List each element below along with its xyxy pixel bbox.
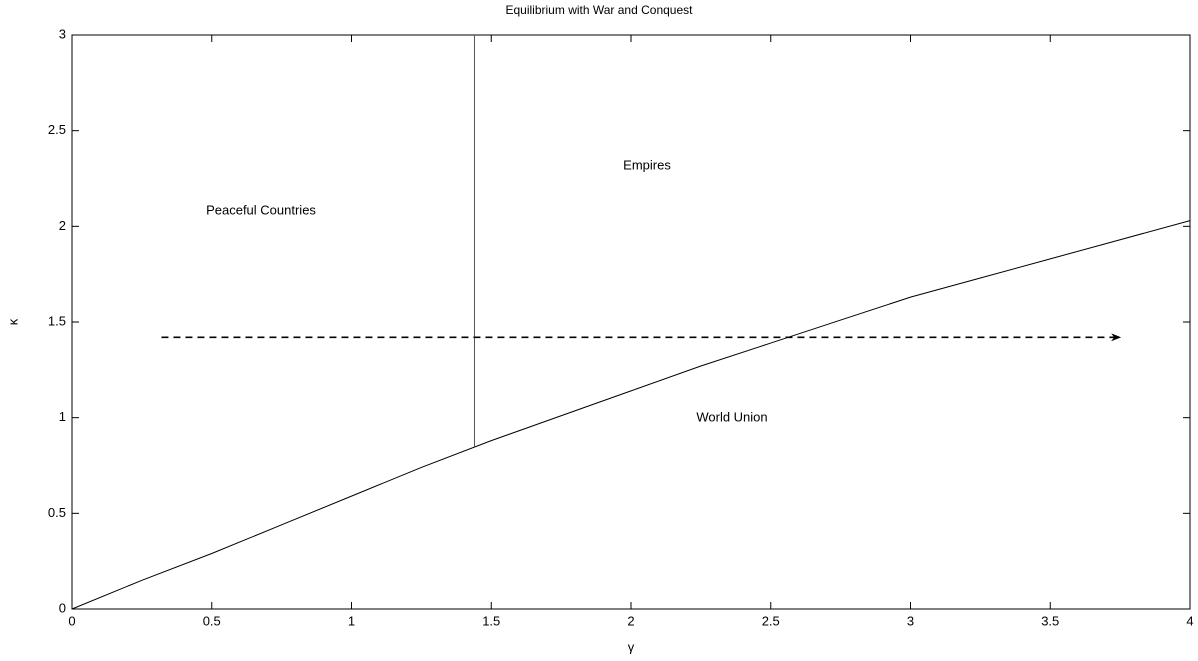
x-axis-label: γ [628, 639, 635, 654]
x-tick-label: 0 [68, 613, 75, 628]
y-tick-label: 0 [59, 600, 66, 615]
y-tick-label: 0.5 [48, 505, 66, 520]
x-tick-label: 1 [348, 613, 355, 628]
annotation: World Union [696, 409, 767, 424]
x-tick-label: 2 [627, 613, 634, 628]
y-axis-label: κ [5, 318, 20, 325]
y-tick-label: 2.5 [48, 122, 66, 137]
plot-frame [71, 34, 1191, 610]
y-tick-label: 1.5 [48, 313, 66, 328]
y-tick-label: 2 [59, 218, 66, 233]
y-tick-label: 1 [59, 409, 66, 424]
chart-title: Equilibrium with War and Conquest [506, 3, 694, 17]
x-tick-label: 4 [1186, 613, 1193, 628]
annotation: Peaceful Countries [206, 202, 316, 217]
x-tick-label: 1.5 [482, 613, 500, 628]
annotation: Empires [623, 157, 671, 172]
x-tick-label: 3 [907, 613, 914, 628]
x-tick-label: 3.5 [1041, 613, 1059, 628]
y-tick-label: 3 [59, 26, 66, 41]
x-tick-label: 0.5 [203, 613, 221, 628]
line [71, 220, 1191, 610]
x-tick-label: 2.5 [762, 613, 780, 628]
